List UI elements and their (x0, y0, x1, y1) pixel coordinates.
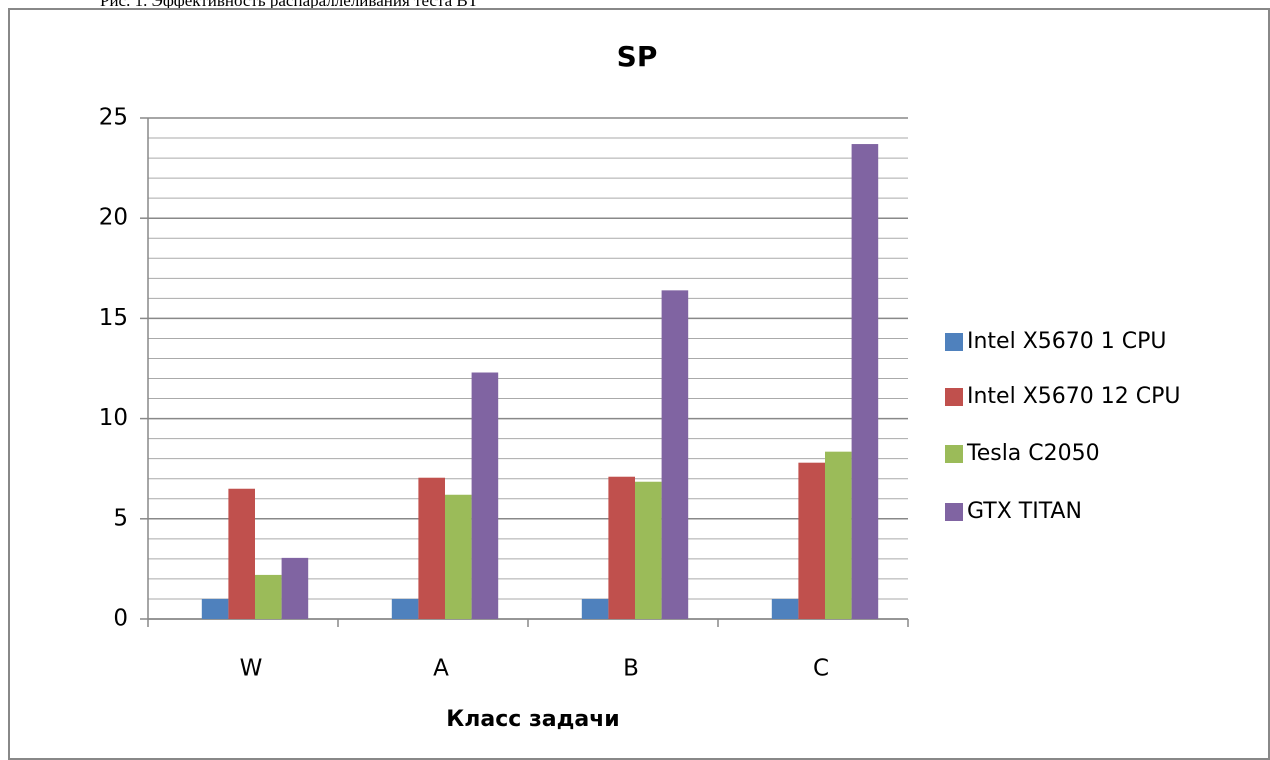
y-tick-label: 15 (99, 305, 128, 331)
bar (418, 477, 445, 619)
bar (825, 451, 852, 619)
legend-label: GTX TITAN (967, 499, 1082, 524)
x-axis-label: Класс задачи (446, 707, 619, 732)
x-tick-label: B (623, 656, 639, 682)
bar (445, 494, 472, 619)
bar (201, 598, 229, 619)
chart-frame (8, 8, 1270, 760)
legend-swatch (945, 388, 963, 406)
x-tick-label: W (240, 656, 263, 682)
y-tick-label: 20 (99, 205, 128, 231)
bar (471, 372, 499, 619)
bar (771, 598, 799, 619)
bar (608, 476, 635, 619)
y-tick-label: 10 (99, 405, 128, 431)
y-tick-label: 25 (99, 105, 128, 131)
bar (851, 144, 879, 619)
bar (581, 598, 609, 619)
x-tick-label: A (433, 656, 449, 682)
legend-label: Tesla C2050 (966, 441, 1100, 466)
caption: Рис. 1. Эффективность распараллеливания … (100, 0, 479, 10)
legend-label: Intel X5670 12 CPU (967, 384, 1180, 409)
y-tick-label: 0 (113, 606, 128, 632)
bar (255, 574, 282, 619)
bar (635, 481, 662, 619)
bar (391, 598, 419, 619)
bar (798, 462, 825, 619)
legend-label: Intel X5670 1 CPU (967, 329, 1166, 354)
legend-swatch (945, 503, 963, 521)
chart-title: SP (617, 40, 658, 73)
bar (228, 488, 255, 619)
legend-swatch (945, 445, 963, 463)
legend-swatch (945, 333, 963, 351)
y-tick-label: 5 (113, 505, 128, 531)
x-tick-label: C (813, 656, 829, 682)
bar (281, 557, 309, 619)
bar (661, 290, 689, 619)
